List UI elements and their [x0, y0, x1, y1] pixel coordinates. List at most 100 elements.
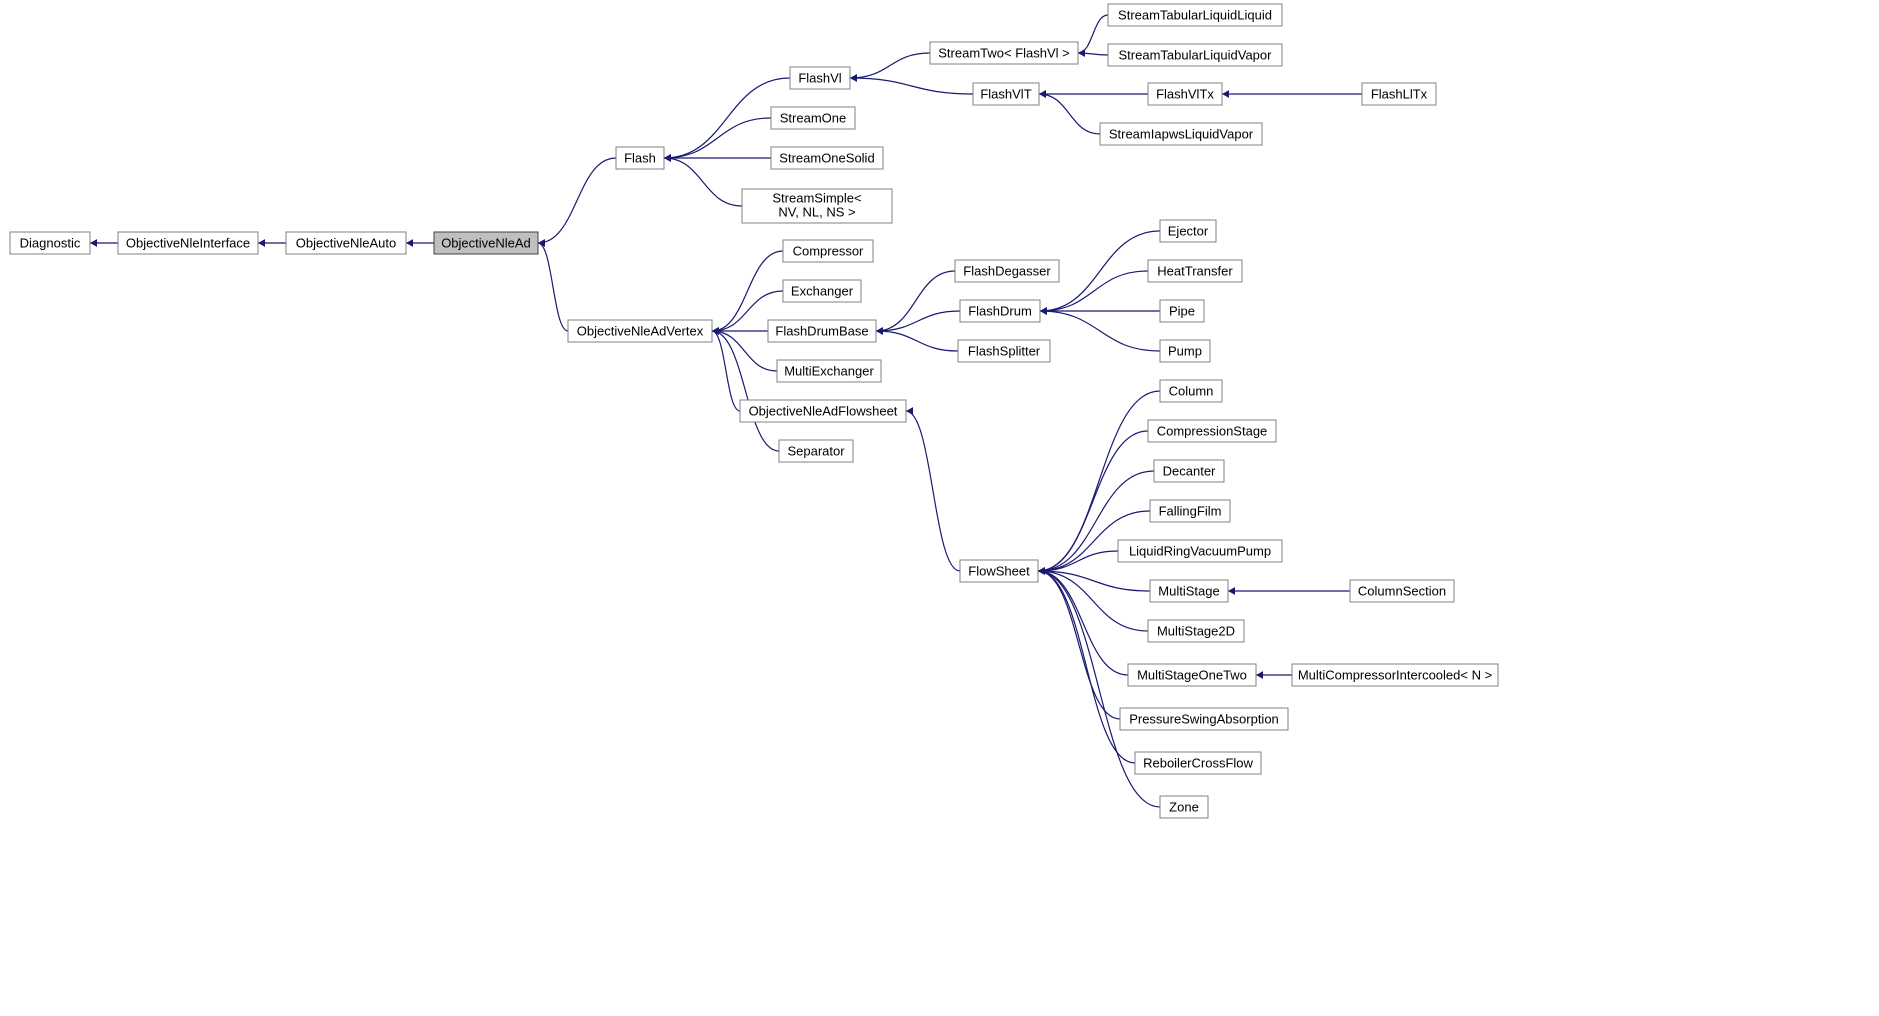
class-node-multistageonetwo[interactable]: MultiStageOneTwo: [1128, 664, 1256, 686]
class-node-flashdrum[interactable]: FlashDrum: [960, 300, 1040, 322]
class-node-compressor[interactable]: Compressor: [783, 240, 873, 262]
class-node-pipe[interactable]: Pipe: [1160, 300, 1204, 322]
class-node-flowsheet[interactable]: FlowSheet: [960, 560, 1038, 582]
node-box[interactable]: [1150, 580, 1228, 602]
class-node-multiexchanger[interactable]: MultiExchanger: [777, 360, 881, 382]
class-node-objectivenleadflowsheet[interactable]: ObjectiveNleAdFlowsheet: [740, 400, 906, 422]
node-box[interactable]: [1154, 460, 1224, 482]
class-node-flashdegasser[interactable]: FlashDegasser: [955, 260, 1059, 282]
inheritance-diagram: Diagnostic ObjectiveNleInterface Objective…: [0, 0, 1500, 820]
class-node-objectivenlead[interactable]: ObjectiveNleAd: [434, 232, 538, 254]
class-node-diagnostic[interactable]: Diagnostic: [10, 232, 90, 254]
node-box[interactable]: [930, 42, 1078, 64]
edge: [906, 411, 960, 571]
node-box[interactable]: [783, 240, 873, 262]
class-node-zone[interactable]: Zone: [1160, 796, 1208, 818]
class-node-flashvltx[interactable]: FlashVlTx: [1148, 83, 1222, 105]
node-box[interactable]: [1148, 420, 1276, 442]
node-box[interactable]: [1108, 44, 1282, 66]
class-node-flashvl[interactable]: FlashVl: [790, 67, 850, 89]
node-box[interactable]: [1292, 664, 1498, 686]
edge: [1040, 311, 1160, 351]
class-node-reboilercrossflow[interactable]: ReboilerCrossFlow: [1135, 752, 1261, 774]
class-node-flashsplitter[interactable]: FlashSplitter: [958, 340, 1050, 362]
class-node-streamtwo[interactable]: StreamTwo< FlashVl >: [930, 42, 1078, 64]
class-node-multicompressorintercooled[interactable]: MultiCompressorIntercooled< N >: [1292, 664, 1498, 686]
class-node-separator[interactable]: Separator: [779, 440, 853, 462]
node-box[interactable]: [771, 107, 855, 129]
arrowhead: [1039, 90, 1046, 98]
node-box[interactable]: [1350, 580, 1454, 602]
class-node-objectivenleauto[interactable]: ObjectiveNleAuto: [286, 232, 406, 254]
node-box[interactable]: [742, 189, 892, 223]
node-box[interactable]: [790, 67, 850, 89]
class-node-column[interactable]: Column: [1160, 380, 1222, 402]
node-box[interactable]: [434, 232, 538, 254]
class-node-exchanger[interactable]: Exchanger: [783, 280, 861, 302]
node-box[interactable]: [1108, 4, 1282, 26]
edge: [1078, 15, 1108, 53]
node-box[interactable]: [1128, 664, 1256, 686]
node-box[interactable]: [960, 300, 1040, 322]
class-node-multistage2d[interactable]: MultiStage2D: [1148, 620, 1244, 642]
class-node-liquidringvacuumpump[interactable]: LiquidRingVacuumPump: [1118, 540, 1282, 562]
class-node-flashvlt[interactable]: FlashVlT: [973, 83, 1039, 105]
node-box[interactable]: [779, 440, 853, 462]
node-box[interactable]: [1148, 260, 1242, 282]
class-node-streamonesolid[interactable]: StreamOneSolid: [771, 147, 883, 169]
class-node-streamsimple[interactable]: StreamSimple<NV, NL, NS >: [742, 189, 892, 223]
edge: [850, 78, 973, 94]
class-node-heattransfer[interactable]: HeatTransfer: [1148, 260, 1242, 282]
class-node-flashlltx[interactable]: FlashLlTx: [1362, 83, 1436, 105]
node-box[interactable]: [740, 400, 906, 422]
node-box[interactable]: [768, 320, 876, 342]
node-box[interactable]: [286, 232, 406, 254]
class-node-streamtabularliquidvapor[interactable]: StreamTabularLiquidVapor: [1108, 44, 1282, 66]
class-node-objectivenleinterface[interactable]: ObjectiveNleInterface: [118, 232, 258, 254]
node-box[interactable]: [1120, 708, 1288, 730]
node-box[interactable]: [960, 560, 1038, 582]
edge: [850, 53, 930, 78]
edge: [1038, 571, 1135, 763]
arrowhead: [876, 327, 883, 335]
node-box[interactable]: [1135, 752, 1261, 774]
class-node-streamtabularliquidliquid[interactable]: StreamTabularLiquidLiquid: [1108, 4, 1282, 26]
node-box[interactable]: [1160, 220, 1216, 242]
class-node-multistage[interactable]: MultiStage: [1150, 580, 1228, 602]
class-node-columnsection[interactable]: ColumnSection: [1350, 580, 1454, 602]
class-node-decanter[interactable]: Decanter: [1154, 460, 1224, 482]
node-box[interactable]: [1160, 340, 1210, 362]
class-node-flashdrumbase[interactable]: FlashDrumBase: [768, 320, 876, 342]
class-node-fallingfilm[interactable]: FallingFilm: [1150, 500, 1230, 522]
class-node-ejector[interactable]: Ejector: [1160, 220, 1216, 242]
arrowhead: [1256, 671, 1263, 679]
edge: [876, 331, 958, 351]
node-box[interactable]: [1160, 300, 1204, 322]
node-box[interactable]: [1100, 123, 1262, 145]
node-box[interactable]: [1148, 83, 1222, 105]
node-box[interactable]: [1150, 500, 1230, 522]
node-box[interactable]: [771, 147, 883, 169]
node-box[interactable]: [1362, 83, 1436, 105]
class-node-objectivenleadvertex[interactable]: ObjectiveNleAdVertex: [568, 320, 712, 342]
node-box[interactable]: [973, 83, 1039, 105]
class-node-compressionstage[interactable]: CompressionStage: [1148, 420, 1276, 442]
class-node-streamiapwsliquidvapor[interactable]: StreamIapwsLiquidVapor: [1100, 123, 1262, 145]
node-box[interactable]: [958, 340, 1050, 362]
node-box[interactable]: [1148, 620, 1244, 642]
node-box[interactable]: [118, 232, 258, 254]
node-box[interactable]: [616, 147, 664, 169]
class-node-pressureswingabsorption[interactable]: PressureSwingAbsorption: [1120, 708, 1288, 730]
class-node-pump[interactable]: Pump: [1160, 340, 1210, 362]
node-box[interactable]: [783, 280, 861, 302]
node-box[interactable]: [1160, 796, 1208, 818]
node-box[interactable]: [10, 232, 90, 254]
node-box[interactable]: [1160, 380, 1222, 402]
node-box[interactable]: [777, 360, 881, 382]
node-box[interactable]: [955, 260, 1059, 282]
class-node-streamone[interactable]: StreamOne: [771, 107, 855, 129]
node-box[interactable]: [1118, 540, 1282, 562]
node-box[interactable]: [568, 320, 712, 342]
arrowhead: [1078, 49, 1085, 57]
class-node-flash[interactable]: Flash: [616, 147, 664, 169]
